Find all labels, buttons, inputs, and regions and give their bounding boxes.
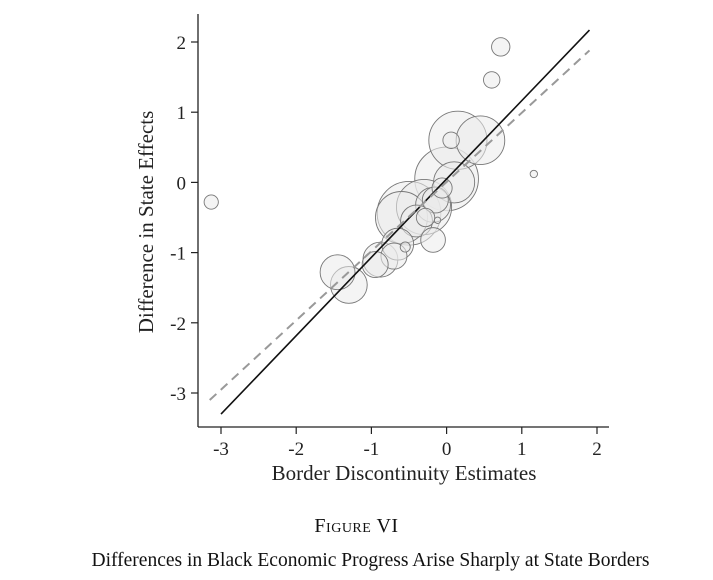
data-point xyxy=(529,169,538,179)
x-tick-label: 0 xyxy=(442,439,452,460)
figure-caption: Differences in Black Economic Progress A… xyxy=(91,550,650,571)
x-axis-ticks: -3 -2 -1 0 1 2 xyxy=(213,427,602,460)
data-point xyxy=(420,227,446,253)
x-tick-label: -3 xyxy=(213,439,229,460)
data-point xyxy=(433,216,442,224)
data-points xyxy=(203,37,538,304)
fit-lines xyxy=(209,29,591,415)
y-tick-label: -3 xyxy=(170,384,186,405)
data-point xyxy=(431,177,453,199)
y-axis-title: Difference in State Effects xyxy=(134,111,158,334)
data-point xyxy=(361,251,389,278)
data-point xyxy=(415,207,436,228)
y-tick-label: -1 xyxy=(170,244,186,265)
y-tick-label: -2 xyxy=(170,314,186,335)
x-tick-label: -2 xyxy=(288,439,304,460)
data-point xyxy=(455,115,506,166)
data-point xyxy=(483,71,501,89)
y-tick-label: 2 xyxy=(177,33,187,54)
x-tick-label: 2 xyxy=(592,439,602,460)
solid-fit-line xyxy=(220,29,591,415)
data-point xyxy=(203,194,219,210)
data-point xyxy=(442,131,460,149)
x-tick-label: -1 xyxy=(363,439,379,460)
figure-label: Figure VI xyxy=(314,515,399,537)
scatter-chart: -3 -2 -1 0 1 2 -3 -2 -1 0 1 2 Border Discontinuity… xyxy=(134,14,609,485)
y-axis-ticks: -3 -2 -1 0 1 2 xyxy=(170,33,198,405)
y-tick-label: 1 xyxy=(177,103,187,124)
y-tick-label: 0 xyxy=(177,173,187,194)
data-point xyxy=(319,254,356,291)
x-axis-title: Border Discontinuity Estimates xyxy=(272,461,537,485)
data-point xyxy=(491,37,511,57)
axes: -3 -2 -1 0 1 2 -3 -2 -1 0 1 2 xyxy=(170,14,609,460)
x-tick-label: 1 xyxy=(517,439,527,460)
data-point xyxy=(399,241,411,253)
dashed-reference-line xyxy=(209,49,591,401)
